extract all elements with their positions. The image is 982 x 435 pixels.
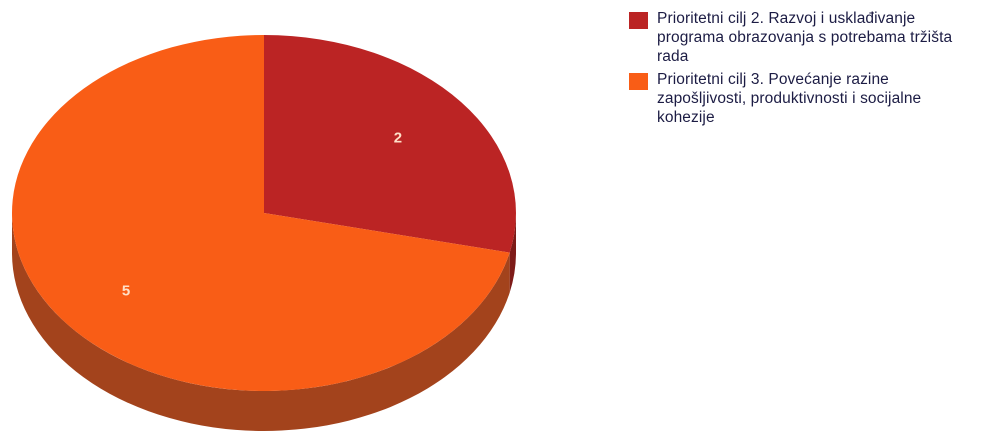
pie-slice-side-0-0 [509,213,516,293]
pie-sides [12,213,516,431]
pie-slice-0 [264,35,516,253]
legend-label-priority-goal-2: Prioritetni cilj 2. Razvoj i usklađivanj… [657,10,953,65]
pie-tops [11,35,516,391]
legend-item-priority-goal-3: Prioritetni cilj 3. Povećanje razine zap… [629,70,979,127]
pie-labels: 25 [122,130,402,300]
pie-slice-1 [11,35,510,391]
pie-chart: 25 [11,35,516,431]
legend-swatch-priority-goal-2 [629,12,648,29]
legend-item-priority-goal-2: Prioritetni cilj 2. Razvoj i usklađivanj… [629,9,979,66]
legend: Prioritetni cilj 2. Razvoj i usklađivanj… [629,9,979,131]
pie-slice-side-1-0 [12,213,510,431]
pie-slice-value-label-1: 5 [122,283,130,300]
legend-swatch-priority-goal-3 [629,73,648,90]
legend-label-priority-goal-3: Prioritetni cilj 3. Povećanje razine zap… [657,71,922,126]
pie-slice-value-label-0: 2 [394,130,402,147]
